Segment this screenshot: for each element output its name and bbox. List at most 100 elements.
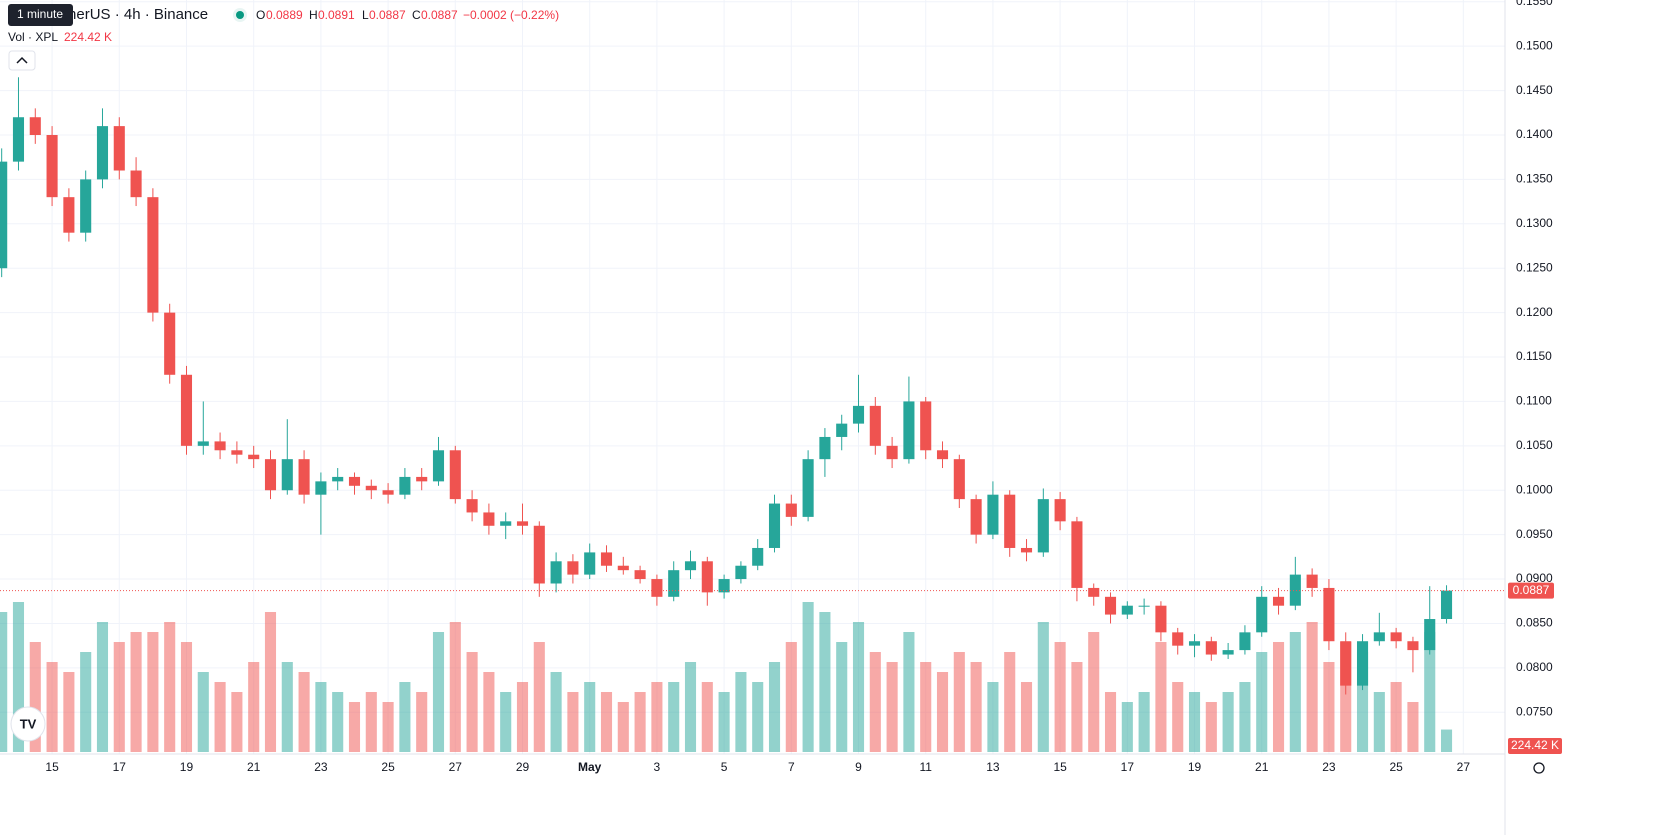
candle-body [1088,587,1100,597]
legend-key: H [309,8,318,22]
volume-bar [63,672,75,752]
candle-body [836,423,848,437]
volume-bar [1407,702,1419,752]
volume-bar [432,632,445,752]
volume-bar [567,692,579,752]
candle-body [634,570,646,580]
volume-bar [164,622,176,752]
candle-body [920,401,932,451]
volume-bar [1205,702,1217,752]
candle-body [1440,590,1453,620]
candle-body [1390,632,1402,642]
volume-bar [130,632,142,752]
legend-key: C [412,8,421,22]
volume-bar [1356,652,1369,752]
volume-bar [365,692,377,752]
settings-icon[interactable] [1533,762,1545,774]
volume-bar [1138,692,1150,752]
candle-body [1306,574,1318,588]
y-tick-label: 0.0850 [1516,616,1553,630]
volume-title: Vol · XPL [8,30,58,44]
tooltip-text: 1 minute [17,7,63,21]
volume-bar [1071,662,1083,752]
x-tick-label: 23 [314,760,328,774]
volume-bar [735,672,747,752]
candle-body [63,197,75,233]
volume-bar [970,662,982,752]
volume-bar [281,662,293,752]
candle-body [819,436,831,460]
candle-body [449,450,461,500]
candle-body [164,312,176,375]
candle-body [315,481,327,495]
volume-bar [248,662,260,752]
candle-body [466,499,478,513]
x-tick-label: 17 [1121,760,1135,774]
candle-body [264,459,277,491]
volume-bar [1222,692,1234,752]
candle-body [365,485,377,491]
x-tick-label: 5 [721,760,728,774]
volume-bar [1155,642,1167,752]
candle-body [348,476,361,486]
x-tick-label: 15 [45,760,59,774]
volume-bar [1020,682,1033,752]
candle-body [29,117,41,135]
y-tick-label: 0.1050 [1516,438,1553,452]
x-tick-label: May [578,760,602,774]
volume-bar [214,682,226,752]
candle-body [852,405,865,424]
candle-body [1121,605,1133,615]
volume-axis-box [1508,738,1562,754]
volume-layer [0,602,1453,752]
y-tick-label: 0.1350 [1516,172,1553,186]
candle-body [147,197,159,313]
volume-bar [113,642,125,752]
volume-bar [1054,642,1066,752]
volume-bar [533,642,545,752]
volume-bar [466,652,478,752]
candle-body [1272,596,1285,606]
volume-bar [500,692,512,752]
volume-bar [180,642,193,752]
candle-body [1407,641,1419,651]
candle-body [886,445,898,460]
volume-bar [752,682,764,752]
candle-body [701,561,713,593]
legend-value: 0.0887 [421,8,458,22]
candle-body [1323,587,1335,642]
candle-body [1256,596,1268,633]
volume-bar [399,682,411,752]
volume-bar [1188,692,1201,752]
volume-bar [1272,642,1285,752]
y-tick-label: 0.0900 [1516,571,1553,585]
candle-body [600,552,613,566]
candle-body [231,450,243,455]
volume-bar [785,642,797,752]
volume-bar [1121,702,1133,752]
x-tick-label: 19 [1188,760,1202,774]
volume-bar [869,652,881,752]
candle-body [332,476,344,482]
volume-bar [1440,729,1453,752]
volume-bar [449,622,461,752]
volume-bar [668,682,680,752]
volume-bar [298,672,310,752]
candle-body [1239,632,1251,651]
volume-bar [197,672,209,752]
volume-bar [29,642,41,752]
volume-bar [516,682,529,752]
volume-bar [1004,652,1016,752]
volume-bar [0,612,8,752]
volume-bar [684,662,697,752]
candle-body [936,450,949,460]
candle-body [668,570,680,597]
volume-bar [483,672,495,752]
logo-badge[interactable] [10,706,46,742]
y-tick-label: 0.1300 [1516,216,1553,230]
candle-body [953,459,965,500]
candle-body [1222,650,1234,655]
collapse-button[interactable] [8,50,36,71]
x-tick-label: 11 [919,760,932,774]
